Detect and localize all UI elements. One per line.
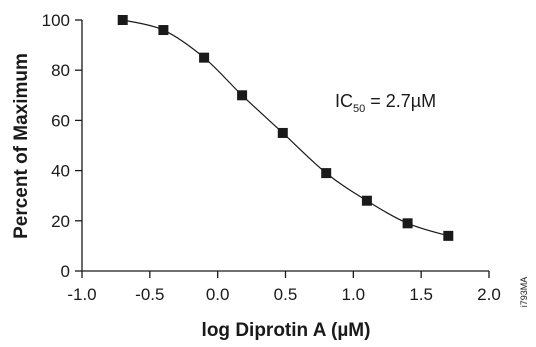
y-ticks: 0 20 40 60 80 100 [42, 11, 82, 281]
x-tick-label: -0.5 [135, 285, 164, 304]
y-tick-label: 100 [42, 11, 70, 30]
data-markers [117, 15, 454, 241]
y-tick-label: 20 [51, 212, 70, 231]
x-axis-title: log Diprotin A (µM) [202, 320, 371, 341]
y-tick-label: 80 [51, 61, 70, 80]
x-tick-label: 0.0 [206, 285, 230, 304]
ic50-subscript: 50 [353, 103, 365, 115]
data-point [443, 230, 454, 241]
data-point [117, 15, 128, 25]
ic50-annotation: IC50 = 2.7µM [335, 91, 436, 115]
figure-id: i793MA [519, 277, 529, 308]
x-tick-label: 2.0 [477, 285, 501, 304]
y-tick-label: 40 [51, 162, 70, 181]
x-tick-label: 0.5 [274, 285, 298, 304]
data-point [402, 218, 413, 229]
y-tick-label: 0 [61, 262, 70, 281]
data-point [237, 90, 248, 101]
x-tick-label: -1.0 [67, 285, 96, 304]
data-point [199, 52, 210, 63]
y-axis-title: Percent of Maximum [11, 53, 32, 239]
x-tick-label: 1.0 [342, 285, 366, 304]
data-point [321, 168, 332, 179]
x-ticks: -1.0 -0.5 0.0 0.5 1.0 1.5 2.0 [67, 271, 501, 304]
data-point [277, 127, 288, 138]
data-point [158, 25, 169, 36]
ic50-prefix: IC [335, 91, 353, 111]
data-point [361, 195, 372, 206]
x-tick-label: 1.5 [409, 285, 433, 304]
y-tick-label: 60 [51, 111, 70, 130]
data-curve [122, 19, 449, 237]
ic50-value: = 2.7µM [365, 91, 436, 111]
axes [81, 20, 489, 272]
